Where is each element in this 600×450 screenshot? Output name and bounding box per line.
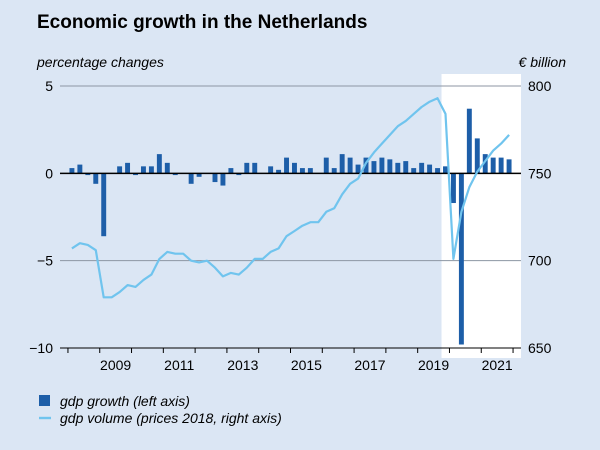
x-tick-label-2009: 2009 <box>100 357 131 373</box>
bar-2012Q3 <box>212 173 218 183</box>
legend-bar-swatch <box>39 395 50 406</box>
left-tick-label-1: 0 <box>45 165 53 181</box>
bar-2013Q3 <box>244 162 250 174</box>
bar-2018Q4 <box>411 168 417 174</box>
bar-2010Q2 <box>140 166 146 174</box>
left-tick-label-2: −5 <box>37 253 53 269</box>
bar-2018Q1 <box>387 159 393 174</box>
bar-2016Q1 <box>323 157 329 174</box>
left-axis-label: percentage changes <box>36 54 164 70</box>
legend: gdp growth (left axis) gdp volume (price… <box>39 393 282 426</box>
bar-2009Q4 <box>125 162 131 174</box>
bar-2020Q1 <box>450 173 456 204</box>
x-tick-label-2013: 2013 <box>227 357 258 373</box>
bar-2017Q2 <box>363 157 369 174</box>
x-tick-label-2017: 2017 <box>354 357 385 373</box>
bar-2009Q1 <box>101 173 107 237</box>
x-tick-label-2015: 2015 <box>291 357 322 373</box>
right-tick-label-3: 650 <box>528 340 552 356</box>
left-tick-label-0: 5 <box>45 78 53 94</box>
bar-2012Q1 <box>196 173 202 177</box>
bar-2021Q1 <box>482 154 488 174</box>
gdp-growth-bars <box>69 108 512 345</box>
bar-2009Q3 <box>117 166 123 174</box>
bar-2016Q4 <box>347 157 353 174</box>
bar-2021Q3 <box>498 157 504 174</box>
bar-2017Q3 <box>371 161 377 174</box>
bar-2015Q2 <box>299 168 305 174</box>
bar-2021Q4 <box>506 159 512 174</box>
bar-2008Q1 <box>69 168 75 174</box>
bar-2013Q1 <box>228 168 234 174</box>
bar-2010Q3 <box>148 166 154 174</box>
bar-2015Q3 <box>307 168 313 174</box>
bar-2013Q4 <box>252 162 258 174</box>
x-tick-label-2011: 2011 <box>164 357 194 373</box>
bar-2021Q2 <box>490 157 496 174</box>
covid-highlight-band <box>441 74 521 358</box>
bar-2014Q4 <box>284 157 289 174</box>
bar-2019Q2 <box>427 164 433 174</box>
right-tick-label-1: 750 <box>528 165 552 181</box>
bar-2016Q3 <box>339 154 345 174</box>
legend-line-label: gdp volume (prices 2018, right axis) <box>60 410 282 426</box>
bar-2020Q3 <box>466 108 472 174</box>
right-axis-label: € billion <box>519 54 567 70</box>
x-axis-ticks: 2009 2011 2013 2015 2017 2019 2021 <box>67 348 514 373</box>
right-tick-label-0: 800 <box>528 78 552 94</box>
bar-2019Q1 <box>419 162 425 174</box>
x-tick-label-2019: 2019 <box>418 357 449 373</box>
bar-2012Q4 <box>220 173 226 186</box>
bar-2013Q2 <box>236 173 242 176</box>
bar-2015Q1 <box>292 162 297 174</box>
x-tick-label-2021: 2021 <box>482 357 513 373</box>
bar-2017Q1 <box>355 164 361 174</box>
bar-2017Q4 <box>379 157 385 174</box>
bar-2018Q3 <box>403 161 409 174</box>
bar-2019Q4 <box>443 166 448 174</box>
bar-2008Q2 <box>77 164 83 174</box>
bar-2008Q3 <box>85 173 91 176</box>
legend-bar-label: gdp growth (left axis) <box>60 393 190 409</box>
bar-2019Q3 <box>435 168 441 174</box>
left-axis-ticks: 5 0 −5 −10 <box>29 78 53 356</box>
bar-2011Q1 <box>164 162 170 174</box>
bar-2014Q3 <box>276 169 282 174</box>
bar-2014Q2 <box>268 166 274 174</box>
bar-2018Q2 <box>395 162 401 174</box>
bar-2016Q2 <box>331 168 337 174</box>
bar-2020Q4 <box>474 138 480 174</box>
gdp-volume-line <box>71 97 510 299</box>
right-axis-ticks: 800 750 700 650 <box>528 78 552 356</box>
bar-2020Q2 <box>458 173 464 345</box>
chart-title: Economic growth in the Netherlands <box>37 12 367 33</box>
right-tick-label-2: 700 <box>528 253 552 269</box>
bar-2010Q1 <box>133 173 138 176</box>
bar-2008Q4 <box>93 173 99 184</box>
left-tick-label-3: −10 <box>29 340 53 356</box>
bar-2011Q4 <box>188 173 194 184</box>
bar-2010Q4 <box>156 154 162 174</box>
bar-2011Q2 <box>172 173 178 176</box>
